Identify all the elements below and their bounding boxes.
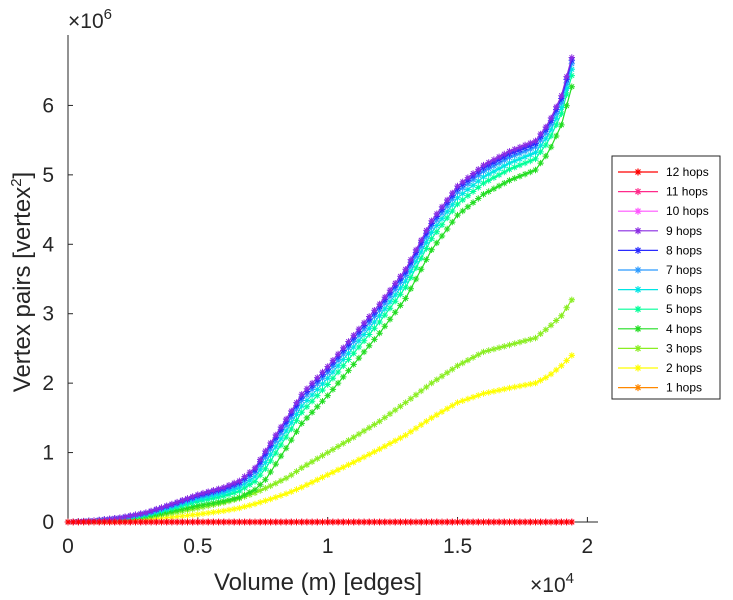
y-tick-label: 5: [42, 164, 54, 187]
y-tick-label: 0: [42, 511, 54, 534]
x-multiplier: ×104: [530, 570, 574, 597]
series-line: [67, 299, 573, 523]
series-line: [67, 60, 573, 523]
legend-item: 8 hops: [618, 243, 702, 257]
legend-item: 3 hops: [618, 341, 702, 355]
legend-marker: [634, 286, 642, 294]
y-tick-label: 1: [42, 442, 54, 465]
legend-marker: [634, 266, 642, 274]
x-tick-label: 2: [582, 535, 594, 558]
x-tick-label: 0.5: [183, 535, 212, 558]
legend-label: 5 hops: [666, 302, 702, 316]
y-axis-label-sup: 2: [8, 178, 25, 186]
series-8-hops: [64, 57, 575, 526]
legend-label: 11 hops: [666, 185, 708, 199]
legend-label: 9 hops: [666, 224, 702, 238]
legend-item: 9 hops: [618, 224, 702, 238]
legend-marker: [634, 384, 642, 392]
legend-label: 3 hops: [666, 341, 702, 355]
legend-marker: [634, 325, 642, 333]
series-markers: [64, 54, 575, 526]
y-tick-label: 3: [42, 303, 54, 326]
y-multiplier-exp: 6: [104, 6, 112, 23]
legend-marker: [634, 227, 642, 235]
legend-item: 2 hops: [618, 361, 702, 375]
legend-label: 7 hops: [666, 263, 702, 277]
series-markers: [64, 57, 575, 526]
y-axis-label: Vertex pairs [vertex2]: [8, 172, 36, 392]
legend-box: [611, 155, 721, 400]
series-markers: [64, 296, 575, 526]
legend-item: 11 hops: [618, 185, 708, 199]
series-line: [67, 57, 573, 523]
legend-marker: [634, 364, 642, 372]
series-6-hops: [64, 66, 575, 526]
y-axis-label-main: Vertex pairs [vertex: [9, 187, 36, 392]
legend-item: 4 hops: [618, 322, 702, 336]
legend-label: 12 hops: [666, 165, 709, 179]
y-tick-label: 4: [42, 233, 54, 256]
legend-label: 8 hops: [666, 243, 702, 257]
series-12-hops: [64, 518, 575, 526]
x-tick-label: 1.5: [443, 535, 472, 558]
series-line: [67, 69, 573, 523]
legend-marker: [634, 246, 642, 254]
legend-item: 6 hops: [618, 283, 702, 297]
legend-label: 10 hops: [666, 204, 709, 218]
x-axis-label: Volume (m) [edges]: [214, 569, 422, 596]
y-tick-label: 6: [42, 94, 54, 117]
legend-label: 4 hops: [666, 322, 702, 336]
x-multiplier-exp: 4: [566, 570, 574, 587]
legend-item: 12 hops: [618, 165, 709, 179]
plot-series: [64, 54, 575, 526]
series-line: [67, 63, 573, 523]
legend-marker: [634, 168, 642, 176]
series-line: [67, 75, 573, 523]
x-ticks: 0 0.5 1 1.5 2: [62, 517, 593, 558]
legend-label: 1 hops: [666, 381, 702, 395]
series-markers: [64, 66, 575, 526]
legend-item: 1 hops: [618, 381, 702, 395]
x-tick-label: 0: [62, 535, 74, 558]
legend-marker: [634, 305, 642, 313]
y-tick-label: 2: [42, 372, 54, 395]
series-3-hops: [64, 296, 575, 526]
y-multiplier-base: ×10: [68, 10, 104, 33]
legend-item: 10 hops: [618, 204, 709, 218]
y-ticks: 0 1 2 3 4 5 6: [42, 94, 73, 534]
legend-item: 7 hops: [618, 263, 702, 277]
y-multiplier: ×106: [68, 6, 112, 33]
series-9-hops: [64, 54, 575, 526]
y-axis-label-close: ]: [9, 172, 36, 179]
legend-marker: [634, 344, 642, 352]
legend-items: 12 hops 11 hops 10 hops 9 hops 8 hops 7 hops 6…: [618, 165, 709, 395]
legend-label: 2 hops: [666, 361, 702, 375]
legend-marker: [634, 188, 642, 196]
x-multiplier-base: ×10: [530, 574, 566, 597]
legend-label: 6 hops: [666, 283, 702, 297]
legend: 12 hops 11 hops 10 hops 9 hops 8 hops 7 hops 6…: [611, 155, 721, 400]
series-markers: [64, 518, 575, 526]
legend-marker: [634, 207, 642, 215]
legend-item: 5 hops: [618, 302, 702, 316]
x-tick-label: 1: [322, 535, 334, 558]
